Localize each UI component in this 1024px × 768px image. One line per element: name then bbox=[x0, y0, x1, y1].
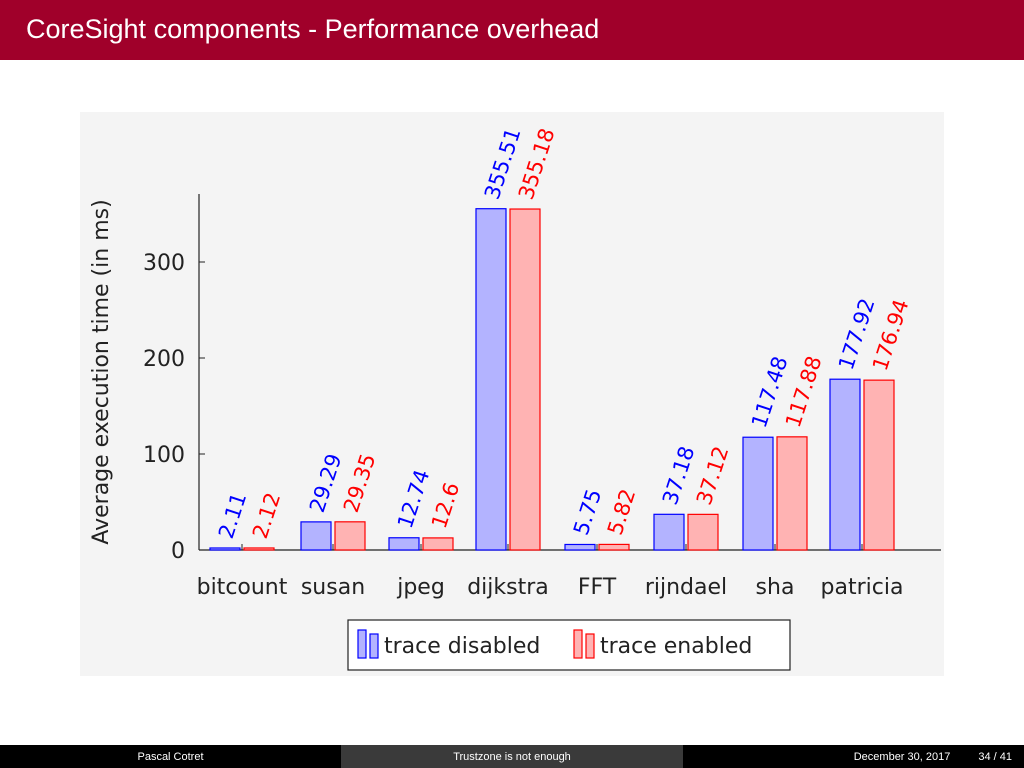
x-tick-label: jpeg bbox=[396, 575, 445, 600]
data-label: 5.82 bbox=[603, 486, 640, 538]
legend-label-trace-disabled: trace disabled bbox=[384, 634, 540, 659]
bar-trace-enabled bbox=[243, 547, 275, 551]
bar-trace-enabled bbox=[422, 537, 454, 551]
title-bar: CoreSight components - Performance overh… bbox=[0, 0, 1024, 60]
footer-date: December 30, 2017 bbox=[853, 750, 951, 763]
x-tick-label: sha bbox=[756, 575, 795, 600]
bar-trace-enabled bbox=[863, 379, 895, 551]
bar-trace-enabled bbox=[598, 543, 630, 551]
legend-box bbox=[347, 619, 791, 671]
bar-trace-disabled bbox=[475, 208, 507, 551]
bar-trace-enabled bbox=[509, 208, 541, 551]
legend-swatch-trace-enabled bbox=[573, 629, 583, 659]
slide-title: CoreSight components - Performance overh… bbox=[26, 14, 600, 44]
x-tick-label: dijkstra bbox=[467, 575, 549, 600]
x-tick-label: FFT bbox=[578, 575, 617, 600]
footer-author: Pascal Cotret bbox=[0, 745, 341, 768]
plot-panel: 0 100 200 300 Average execution time (in ms)… bbox=[80, 112, 944, 676]
footer: Pascal Cotret Trustzone is not enough De… bbox=[0, 745, 1024, 768]
y-tick-label: 200 bbox=[143, 347, 185, 372]
y-tick-label: 100 bbox=[143, 443, 185, 468]
x-tick-label: susan bbox=[301, 575, 365, 600]
x-tick-label: rijndael bbox=[645, 575, 727, 600]
legend-swatch-trace-disabled bbox=[369, 633, 379, 659]
bar-trace-disabled bbox=[829, 378, 861, 551]
bar-trace-enabled bbox=[687, 513, 719, 551]
bar-chart: 0 100 200 300 Average execution time (in ms)… bbox=[89, 125, 941, 671]
data-label: 12.6 bbox=[427, 480, 464, 532]
x-tick-label: bitcount bbox=[197, 575, 288, 600]
data-label: 2.11 bbox=[214, 490, 251, 542]
bar-trace-enabled bbox=[776, 436, 808, 551]
x-tick-label: patricia bbox=[821, 575, 904, 600]
bar-trace-disabled bbox=[564, 543, 596, 551]
bar-trace-disabled bbox=[388, 537, 420, 551]
bar-trace-enabled bbox=[334, 521, 366, 551]
footer-page: 34 / 41 bbox=[978, 750, 1012, 763]
footer-right: December 30, 2017 34 / 41 bbox=[683, 745, 1024, 768]
y-axis-label: Average execution time (in ms) bbox=[89, 199, 114, 544]
legend-swatch-trace-disabled bbox=[357, 629, 367, 659]
data-label: 5.75 bbox=[569, 486, 606, 538]
bar-trace-disabled bbox=[653, 513, 685, 551]
legend-label-trace-enabled: trace enabled bbox=[600, 634, 752, 659]
bar-trace-disabled bbox=[209, 547, 241, 551]
bar-trace-disabled bbox=[300, 521, 332, 551]
footer-subtitle: Trustzone is not enough bbox=[341, 745, 683, 768]
y-tick-label: 0 bbox=[171, 539, 185, 564]
data-label: 2.12 bbox=[248, 490, 285, 542]
legend-swatch-trace-enabled bbox=[585, 633, 595, 659]
bar-trace-disabled bbox=[742, 436, 774, 551]
y-tick-label: 300 bbox=[143, 251, 185, 276]
